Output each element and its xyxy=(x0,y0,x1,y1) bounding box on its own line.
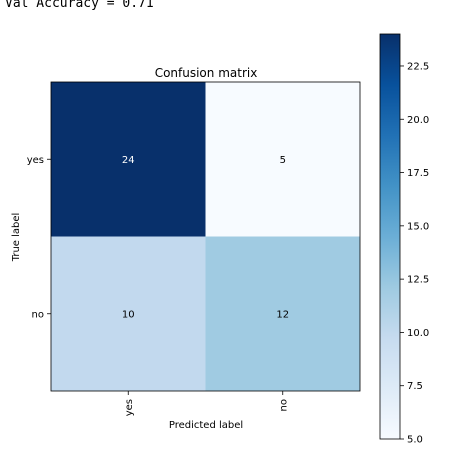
colorbar xyxy=(379,33,401,440)
val-accuracy-text: Val Accuracy = 0.71 xyxy=(5,0,154,11)
plot-frame xyxy=(50,81,361,392)
chart-title: Confusion matrix xyxy=(155,66,258,80)
heatmap-cell xyxy=(51,82,206,237)
x-axis-label: Predicted label xyxy=(169,420,243,431)
colorbar-tick-label: 20.0 xyxy=(407,115,429,126)
heatmap-cells: 24 5 10 12 xyxy=(51,82,360,391)
cell-value-label: 12 xyxy=(276,309,289,320)
colorbar-tick-label: 5.0 xyxy=(407,435,423,446)
colorbar-tick-label: 15.0 xyxy=(407,221,429,232)
colorbar-ticks: 5.0 7.5 10.0 12.5 15.0 17.5 20.0 22.5 xyxy=(400,61,429,446)
colorbar-tick-label: 7.5 xyxy=(407,381,423,392)
x-axis-ticks: yes no xyxy=(124,391,289,416)
cell-value-label: 24 xyxy=(122,155,135,166)
colorbar-tick-label: 12.5 xyxy=(407,275,429,286)
cell-value-label: 10 xyxy=(122,309,135,320)
y-tick-label: yes xyxy=(27,155,44,166)
y-axis-label: True label xyxy=(11,213,22,263)
colorbar-tick-label: 17.5 xyxy=(407,168,429,179)
colorbar-tick-label: 10.0 xyxy=(407,328,429,339)
heatmap-cell xyxy=(205,82,360,237)
heatmap-cell xyxy=(51,236,206,391)
cell-value-label: 5 xyxy=(280,155,286,166)
x-tick-label: no xyxy=(278,399,289,411)
colorbar-tick-label: 22.5 xyxy=(407,61,429,72)
y-tick-label: no xyxy=(32,309,44,320)
y-axis-ticks: yes no xyxy=(27,155,51,320)
heatmap-cell xyxy=(205,236,360,391)
x-tick-label: yes xyxy=(124,399,135,416)
